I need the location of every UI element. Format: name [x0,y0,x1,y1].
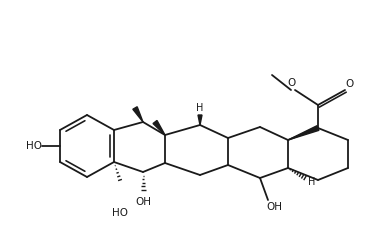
Text: HO: HO [26,141,42,151]
Polygon shape [133,107,143,122]
Polygon shape [198,115,202,125]
Text: OH: OH [266,202,282,212]
Text: HO: HO [112,208,128,218]
Polygon shape [288,126,319,140]
Text: O: O [346,79,354,89]
Text: H: H [308,177,316,187]
Text: OH: OH [135,197,151,207]
Text: H: H [196,103,204,113]
Text: O: O [287,78,295,88]
Polygon shape [153,121,165,135]
